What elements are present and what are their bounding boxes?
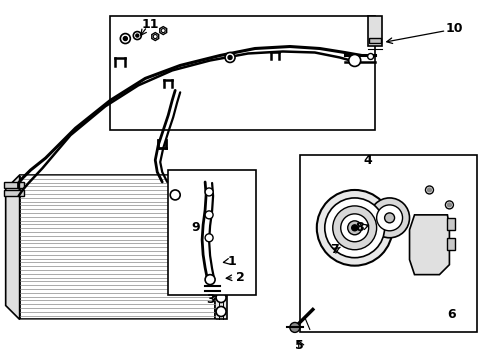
Text: 8: 8 [355, 221, 364, 234]
Circle shape [205, 188, 213, 196]
Circle shape [425, 186, 434, 194]
Circle shape [369, 198, 410, 238]
Circle shape [170, 190, 180, 200]
Text: 9: 9 [192, 221, 200, 234]
Circle shape [133, 32, 141, 40]
Bar [447, 238, 455, 250]
Circle shape [317, 190, 392, 266]
Circle shape [325, 198, 385, 258]
Polygon shape [410, 215, 449, 275]
Text: 4: 4 [363, 154, 372, 167]
Bar [300, 155, 477, 332]
Circle shape [225, 53, 235, 62]
Circle shape [153, 35, 157, 39]
Polygon shape [20, 175, 215, 319]
Circle shape [205, 211, 213, 219]
Circle shape [228, 55, 232, 59]
Text: 3: 3 [206, 293, 215, 306]
Bar [215, 175, 227, 319]
Circle shape [341, 214, 368, 242]
Bar [4, 182, 24, 188]
Circle shape [205, 275, 215, 285]
Circle shape [427, 188, 432, 192]
Circle shape [445, 201, 453, 209]
Circle shape [123, 37, 127, 41]
Bar [447, 218, 455, 230]
Text: 11: 11 [142, 18, 159, 31]
Text: 6: 6 [447, 308, 456, 321]
Text: 1: 1 [228, 255, 236, 268]
Circle shape [349, 54, 361, 67]
Bar [168, 170, 256, 294]
Text: 7: 7 [330, 243, 339, 256]
Circle shape [161, 28, 165, 32]
Bar [4, 190, 24, 196]
Text: 5: 5 [295, 339, 304, 352]
Circle shape [290, 323, 300, 332]
Circle shape [352, 225, 358, 231]
Circle shape [333, 206, 377, 250]
Text: 10: 10 [445, 22, 463, 35]
Circle shape [377, 205, 403, 231]
Text: 2: 2 [236, 271, 245, 284]
Circle shape [121, 33, 130, 44]
Polygon shape [6, 175, 20, 319]
Circle shape [385, 213, 394, 223]
Circle shape [136, 34, 139, 37]
Circle shape [216, 306, 226, 316]
Circle shape [348, 221, 362, 235]
Bar [368, 37, 381, 42]
Circle shape [368, 54, 374, 59]
Bar [110, 15, 375, 130]
Circle shape [447, 203, 451, 207]
Circle shape [216, 293, 226, 302]
Bar [368, 15, 382, 45]
Circle shape [205, 234, 213, 242]
